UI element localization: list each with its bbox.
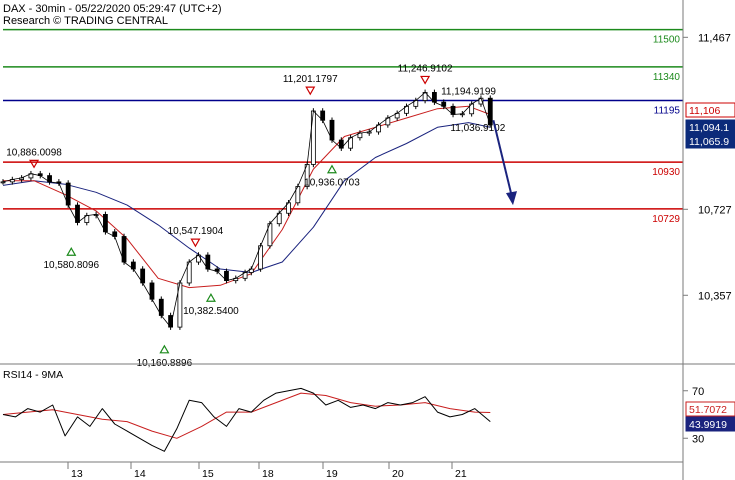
price-tag-label: 11,065.9 [689,136,729,148]
annotation-label: 10,580.8096 [43,260,99,271]
price-tag-level [685,102,735,118]
swing-low-marker [159,344,170,354]
price-line [2,92,491,328]
swing-high-marker [305,86,316,96]
price-panel: 11500 11340 11195 10930 10729 11,467 10,727 10,… [0,28,735,369]
annotation-label: 10,936.0703 [304,178,360,189]
swing-high-marker [420,75,431,85]
projection-arrow-shaft [492,120,513,198]
swing-low-marker [66,247,77,256]
rsi-tag-rsi_ma [685,401,735,417]
x-tick-label: 21 [455,468,467,480]
level-label-11500: 11500 [653,35,681,46]
projection-arrow-head [506,191,517,206]
x-tick-label: 15 [202,468,214,480]
rsi-tick-label: 30 [692,433,704,445]
price-candle [0,181,6,184]
annotation-label: 11,036.9102 [450,123,505,134]
y-tick-label: 11,467 [698,32,731,44]
swing-high-marker [29,159,40,169]
rsi-tag-rsi [685,416,735,432]
level-label-11340: 11340 [653,72,681,83]
annotation-label: 10,547.1904 [168,226,224,237]
x-tick-label: 13 [71,468,83,480]
rsi-line [2,387,491,452]
x-axis: 13 14 15 18 19 20 21 [67,462,467,480]
rsi-tick-label: 70 [692,386,704,398]
level-label-11195: 11195 [654,106,681,117]
price-candle [487,97,493,126]
level-label-10729: 10729 [652,214,680,225]
price-tag-label: 11,106 [689,105,720,117]
annotation-label: 10,382.5400 [183,306,239,317]
price-tag-ma [685,133,735,149]
chart-title: DAX - 30min - 05/22/2020 05:29:47 (UTC+2… [3,3,222,15]
swing-low-marker [205,293,216,302]
level-label-10930: 10930 [652,167,680,178]
swing-high-marker [190,238,201,248]
rsi-tag-label: 43.9919 [689,419,727,431]
rsi-tag-label: 51.7072 [689,404,727,416]
y-tick-label: 10,727 [698,204,732,216]
annotation-label: 11,201.1797 [283,74,338,85]
rsi-panel: RSI14 - 9MA 70 30 51.7072 43.9919 [2,369,735,452]
x-tick-label: 20 [392,468,404,480]
x-tick-label: 18 [262,468,274,480]
annotation-label: 11,246.9102 [398,63,453,74]
swing-low-marker [326,164,338,174]
x-tick-label: 19 [326,468,338,480]
price-candle [310,110,316,165]
y-tick-label: 10,357 [698,290,732,302]
rsi-title: RSI14 - 9MA [3,369,63,381]
price-tag-label: 11,094.1 [689,122,729,134]
chart-subtitle: Research © TRADING CENTRAL [3,15,168,27]
annotation-label: 10,160.8896 [137,358,193,369]
x-tick-label: 14 [134,468,146,480]
annotation-label: 10,886.0098 [6,147,62,158]
annotation-label: 11,194.9199 [441,87,496,98]
